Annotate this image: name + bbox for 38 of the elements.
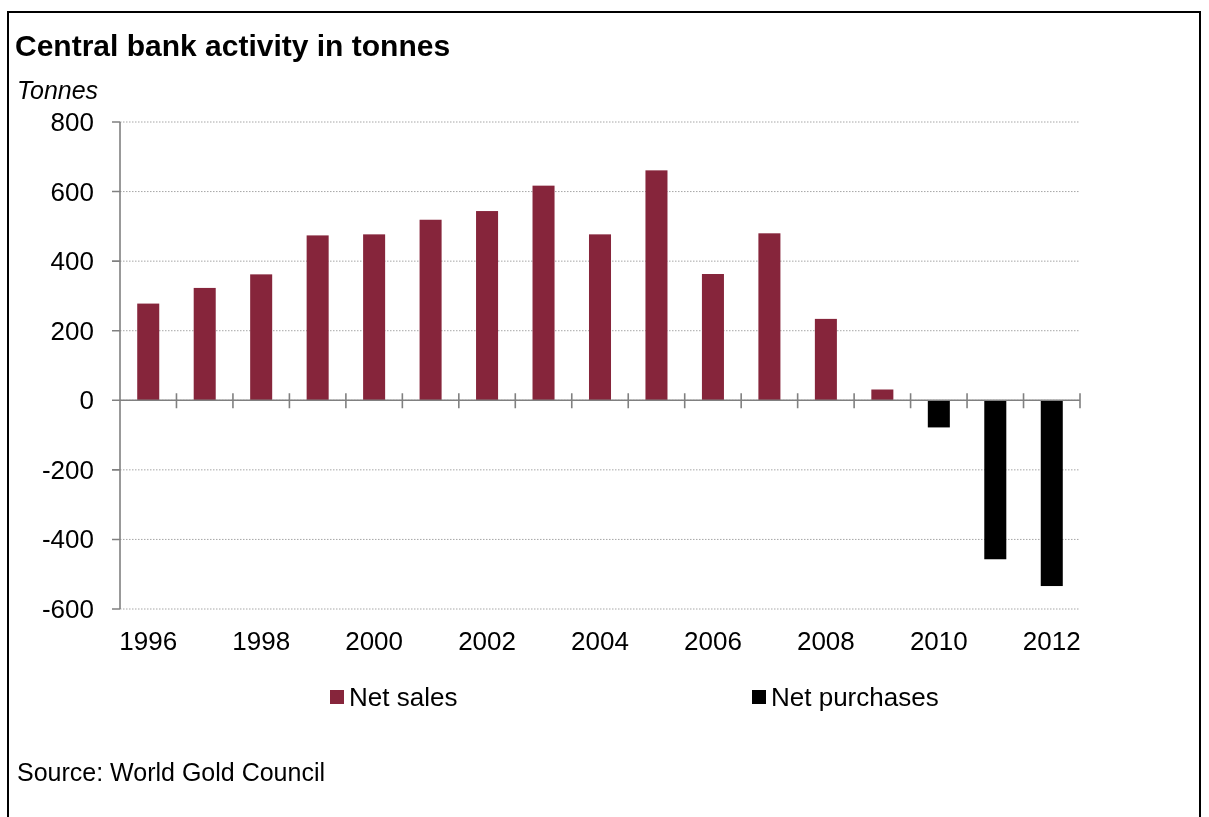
x-tick-label: 1998 — [232, 626, 291, 656]
y-tick-label: 800 — [50, 107, 94, 137]
y-tick-label: 200 — [50, 315, 94, 346]
bar — [532, 185, 555, 401]
bar — [758, 233, 781, 401]
y-tick-label: -400 — [41, 524, 94, 555]
legend-label: Net purchases — [771, 682, 939, 712]
y-tick-label: -200 — [41, 454, 94, 485]
x-tick-label: 2012 — [1022, 626, 1081, 656]
bar — [588, 234, 612, 401]
bar — [476, 211, 499, 401]
bar — [306, 235, 329, 401]
bar — [250, 274, 273, 401]
x-tick-label: 1996 — [119, 626, 178, 656]
y-tick-label: 400 — [50, 246, 94, 277]
bar — [419, 219, 442, 401]
bar — [363, 234, 386, 401]
bar — [984, 400, 1007, 560]
legend-label: Net sales — [349, 682, 458, 712]
bar — [137, 303, 160, 401]
y-axis-title: Tonnes — [17, 76, 99, 104]
bar — [927, 400, 950, 428]
x-tick-label: 2010 — [909, 626, 968, 656]
source-note: Source: World Gold Council — [17, 758, 326, 786]
y-tick-label: 600 — [50, 176, 94, 207]
chart-title: Central bank activity in tonnes — [15, 29, 451, 62]
bar — [645, 170, 668, 401]
x-tick-label: 2000 — [345, 626, 404, 656]
x-tick-label: 2006 — [684, 626, 742, 656]
y-tick-label: -600 — [41, 594, 94, 624]
bar — [701, 274, 724, 401]
bar — [193, 287, 216, 401]
bar — [814, 318, 837, 401]
y-tick-label: 0 — [79, 385, 94, 416]
x-tick-label: 2002 — [458, 626, 516, 656]
x-tick-label: 2008 — [796, 626, 855, 656]
x-tick-label: 2004 — [571, 626, 629, 656]
bar — [1040, 400, 1063, 587]
